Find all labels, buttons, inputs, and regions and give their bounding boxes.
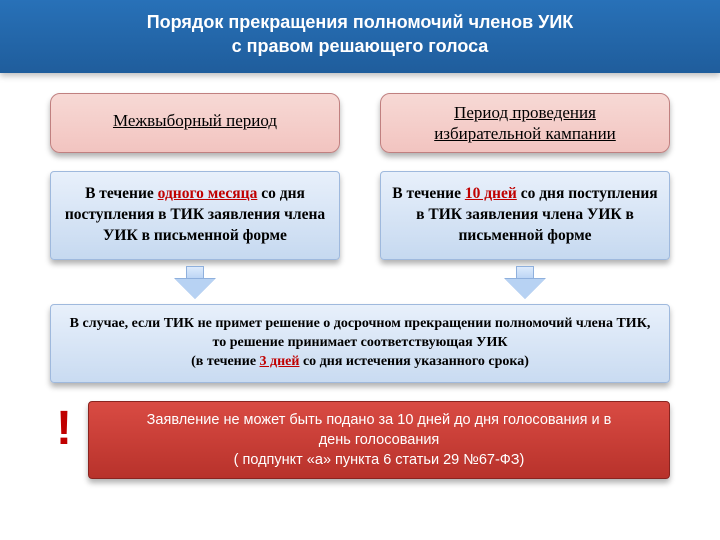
- alert-line3: ( подпункт «а» пункта 6 статьи 29 №67-ФЗ…: [103, 450, 655, 470]
- wide-highlight: 3 дней: [260, 354, 300, 369]
- period-left-label: Межвыборный период: [113, 111, 277, 130]
- header-line-1: Порядок прекращения полномочий членов УИ…: [20, 10, 700, 34]
- wide-box: В случае, если ТИК не примет решение о д…: [50, 304, 670, 383]
- alert-box: Заявление не может быть подано за 10 дне…: [88, 401, 670, 480]
- text-box-right: В течение 10 дней со дня поступления в Т…: [380, 171, 670, 260]
- alert-line1: Заявление не может быть подано за 10 дне…: [103, 410, 655, 430]
- box2-highlight: 10 дней: [465, 185, 517, 202]
- period-left: Межвыборный период: [50, 93, 340, 154]
- arrow-right: [380, 266, 670, 300]
- arrow-down-icon: [505, 266, 545, 300]
- arrow-row: [0, 266, 720, 300]
- alert-row: ! Заявление не может быть подано за 10 д…: [50, 401, 670, 480]
- header-line-2: с правом решающего голоса: [20, 34, 700, 58]
- period-right: Период проведения избирательной кампании: [380, 93, 670, 154]
- box1-highlight: одного месяца: [158, 185, 258, 202]
- page-header: Порядок прекращения полномочий членов УИ…: [0, 0, 720, 73]
- exclamation-icon: !: [50, 401, 78, 480]
- text-row: В течение одного месяца со дня поступлен…: [0, 171, 720, 260]
- alert-line2: день голосования: [103, 430, 655, 450]
- wide-line1: В случае, если ТИК не примет решение о д…: [65, 315, 655, 334]
- box2-pre: В течение: [392, 185, 465, 202]
- box1-pre: В течение: [85, 185, 158, 202]
- period-row: Межвыборный период Период проведения изб…: [0, 93, 720, 154]
- arrow-down-icon: [175, 266, 215, 300]
- period-right-line2: избирательной кампании: [387, 123, 663, 144]
- text-box-left: В течение одного месяца со дня поступлен…: [50, 171, 340, 260]
- arrow-left: [50, 266, 340, 300]
- period-right-line1: Период проведения: [387, 102, 663, 123]
- wide-line2: то решение принимает соответствующая УИК: [65, 334, 655, 353]
- wide-line3: (в течение 3 дней со дня истечения указа…: [65, 353, 655, 372]
